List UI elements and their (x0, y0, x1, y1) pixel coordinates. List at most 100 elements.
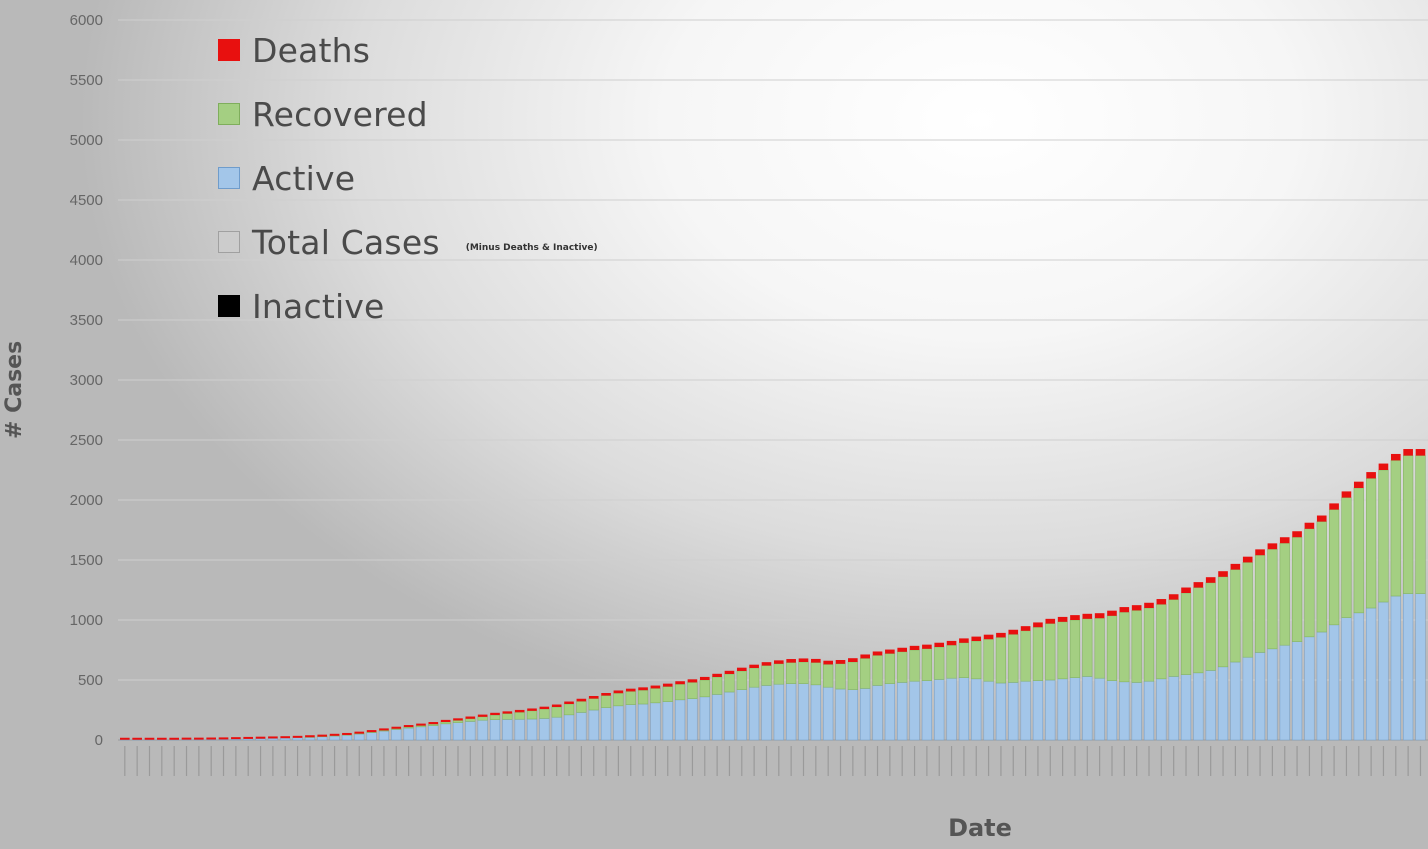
legend-swatch-inactive (218, 295, 240, 317)
bar-recovered (1168, 599, 1179, 677)
bar-deaths (1292, 531, 1302, 538)
bar-recovered (514, 711, 525, 720)
bar-recovered (1193, 587, 1204, 674)
bar-active (674, 699, 686, 741)
bar-deaths (1353, 481, 1364, 488)
bar-recovered (576, 701, 587, 713)
x-tick-mark (506, 746, 508, 776)
bar-recovered (823, 664, 834, 688)
x-tick-mark (272, 746, 274, 776)
x-tick-mark (790, 746, 792, 776)
bar-recovered (1366, 478, 1377, 609)
x-tick-mark (445, 746, 447, 776)
y-tick-label: 3000 (70, 372, 103, 389)
x-tick-mark (864, 746, 866, 776)
x-tick-mark (371, 746, 373, 776)
bar-active (366, 732, 377, 741)
bar-active (1390, 595, 1401, 741)
bar-active (1168, 676, 1179, 741)
bar-deaths (786, 659, 796, 663)
x-tick-mark (605, 746, 607, 776)
x-tick-mark (148, 746, 151, 776)
bar-recovered (1106, 615, 1118, 681)
x-tick-mark (1012, 746, 1014, 776)
bar-recovered (1415, 455, 1426, 594)
x-tick-mark (1358, 746, 1360, 776)
y-tick-label: 5500 (70, 72, 103, 89)
bar-recovered (1242, 562, 1253, 658)
bar-deaths (1131, 605, 1142, 611)
grid-lines (118, 19, 1428, 741)
bar-active (613, 705, 624, 741)
bar-active (1082, 676, 1093, 741)
bar-active (378, 730, 390, 741)
bar-deaths (551, 704, 562, 707)
bar-active (995, 682, 1007, 741)
x-tick-mark (778, 746, 780, 776)
x-tick-mark (1000, 746, 1002, 776)
bar-active (810, 684, 821, 741)
bar-active (280, 737, 291, 741)
bar-deaths (218, 737, 229, 740)
bar-recovered (724, 673, 735, 693)
bar-recovered (1045, 623, 1056, 681)
x-tick-mark (753, 746, 755, 776)
bar-deaths (774, 660, 784, 664)
x-tick-mark (1345, 746, 1348, 776)
bar-recovered (378, 730, 390, 732)
x-tick-mark (296, 746, 299, 776)
legend: Deaths Recovered Active Total Cases (Min… (218, 18, 598, 338)
bar-recovered (786, 662, 797, 684)
legend-label-recovered: Recovered (252, 94, 428, 134)
x-tick-mark (1062, 746, 1064, 776)
bar-active (761, 685, 772, 741)
bar-recovered (526, 710, 538, 720)
bar-active (1131, 682, 1142, 741)
bar-recovered (1180, 592, 1192, 675)
bar-active (341, 734, 353, 741)
bar-deaths (465, 716, 476, 719)
bar-active (1045, 679, 1056, 741)
bar-active (1316, 631, 1327, 741)
bar-active (934, 679, 945, 741)
bar-active (1180, 674, 1192, 741)
y-tick-label: 2000 (70, 492, 103, 509)
bar-recovered (1279, 542, 1290, 646)
bar-active (971, 678, 982, 741)
bar-deaths (650, 685, 661, 689)
y-tick-label: 4500 (70, 192, 103, 209)
bar-deaths (1033, 622, 1043, 628)
bar-deaths (120, 737, 130, 740)
y-tick-label: 1500 (70, 552, 103, 569)
bar-deaths (675, 681, 685, 685)
x-tick-mark (1160, 746, 1162, 776)
bar-deaths (909, 645, 920, 650)
bar-deaths (1156, 599, 1167, 605)
x-tick-mark (679, 746, 681, 776)
bar-active (440, 723, 451, 741)
bar-deaths (1316, 515, 1327, 522)
bar-active (736, 689, 747, 741)
legend-label-deaths: Deaths (252, 30, 371, 70)
bar-recovered (946, 644, 957, 679)
x-tick-mark (1185, 746, 1187, 776)
legend-item-deaths: Deaths (218, 18, 598, 82)
bar-recovered (1341, 497, 1352, 618)
bar-deaths (329, 733, 340, 736)
bar-recovered (625, 691, 636, 705)
bar-deaths (194, 737, 204, 740)
x-tick-mark (1222, 746, 1224, 776)
bar-active (465, 721, 476, 741)
bar-active (687, 698, 698, 741)
y-tick-label: 6000 (70, 12, 103, 29)
bar-active (823, 686, 834, 741)
bar-deaths (280, 736, 291, 739)
bar-deaths (1378, 463, 1389, 470)
legend-item-inactive: Inactive (218, 274, 598, 338)
bar-recovered (810, 662, 821, 686)
bar-deaths (268, 736, 278, 739)
bar-recovered (613, 692, 624, 707)
bar-deaths (811, 658, 821, 663)
bar-recovered (773, 663, 784, 685)
bar-deaths (255, 736, 266, 739)
